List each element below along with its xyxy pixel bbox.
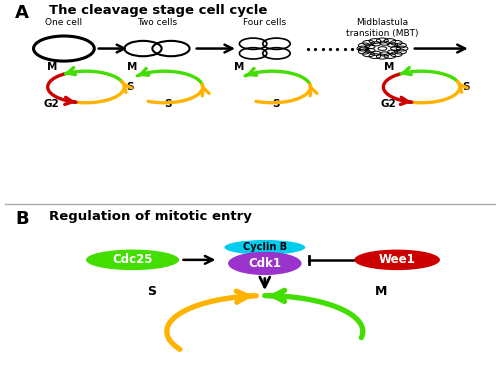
Text: M: M xyxy=(126,62,137,72)
Text: S: S xyxy=(147,285,156,298)
Text: B: B xyxy=(15,210,28,228)
Text: The cleavage stage cell cycle: The cleavage stage cell cycle xyxy=(49,4,268,17)
Text: Wee1: Wee1 xyxy=(378,253,416,266)
Text: S: S xyxy=(462,82,470,92)
Text: S: S xyxy=(126,82,134,92)
Text: Cyclin B: Cyclin B xyxy=(242,242,287,252)
Ellipse shape xyxy=(86,250,179,270)
Text: M: M xyxy=(47,62,57,72)
Text: Cdc25: Cdc25 xyxy=(112,253,153,266)
Text: Four cells: Four cells xyxy=(243,18,286,27)
Text: Two cells: Two cells xyxy=(137,18,177,27)
Ellipse shape xyxy=(354,250,440,270)
Text: G2: G2 xyxy=(44,99,59,109)
Text: One cell: One cell xyxy=(46,18,82,27)
Ellipse shape xyxy=(228,252,302,275)
Text: A: A xyxy=(15,4,29,22)
Text: Midblastula
transition (MBT): Midblastula transition (MBT) xyxy=(346,18,418,38)
Text: M: M xyxy=(375,285,388,298)
Text: Cdk1: Cdk1 xyxy=(248,257,282,270)
Ellipse shape xyxy=(224,240,305,255)
Text: G2: G2 xyxy=(380,99,396,109)
Text: Regulation of mitotic entry: Regulation of mitotic entry xyxy=(49,210,252,223)
Text: S: S xyxy=(164,99,172,109)
Text: S: S xyxy=(272,99,280,109)
Text: M: M xyxy=(234,62,245,72)
Text: M: M xyxy=(384,62,394,72)
